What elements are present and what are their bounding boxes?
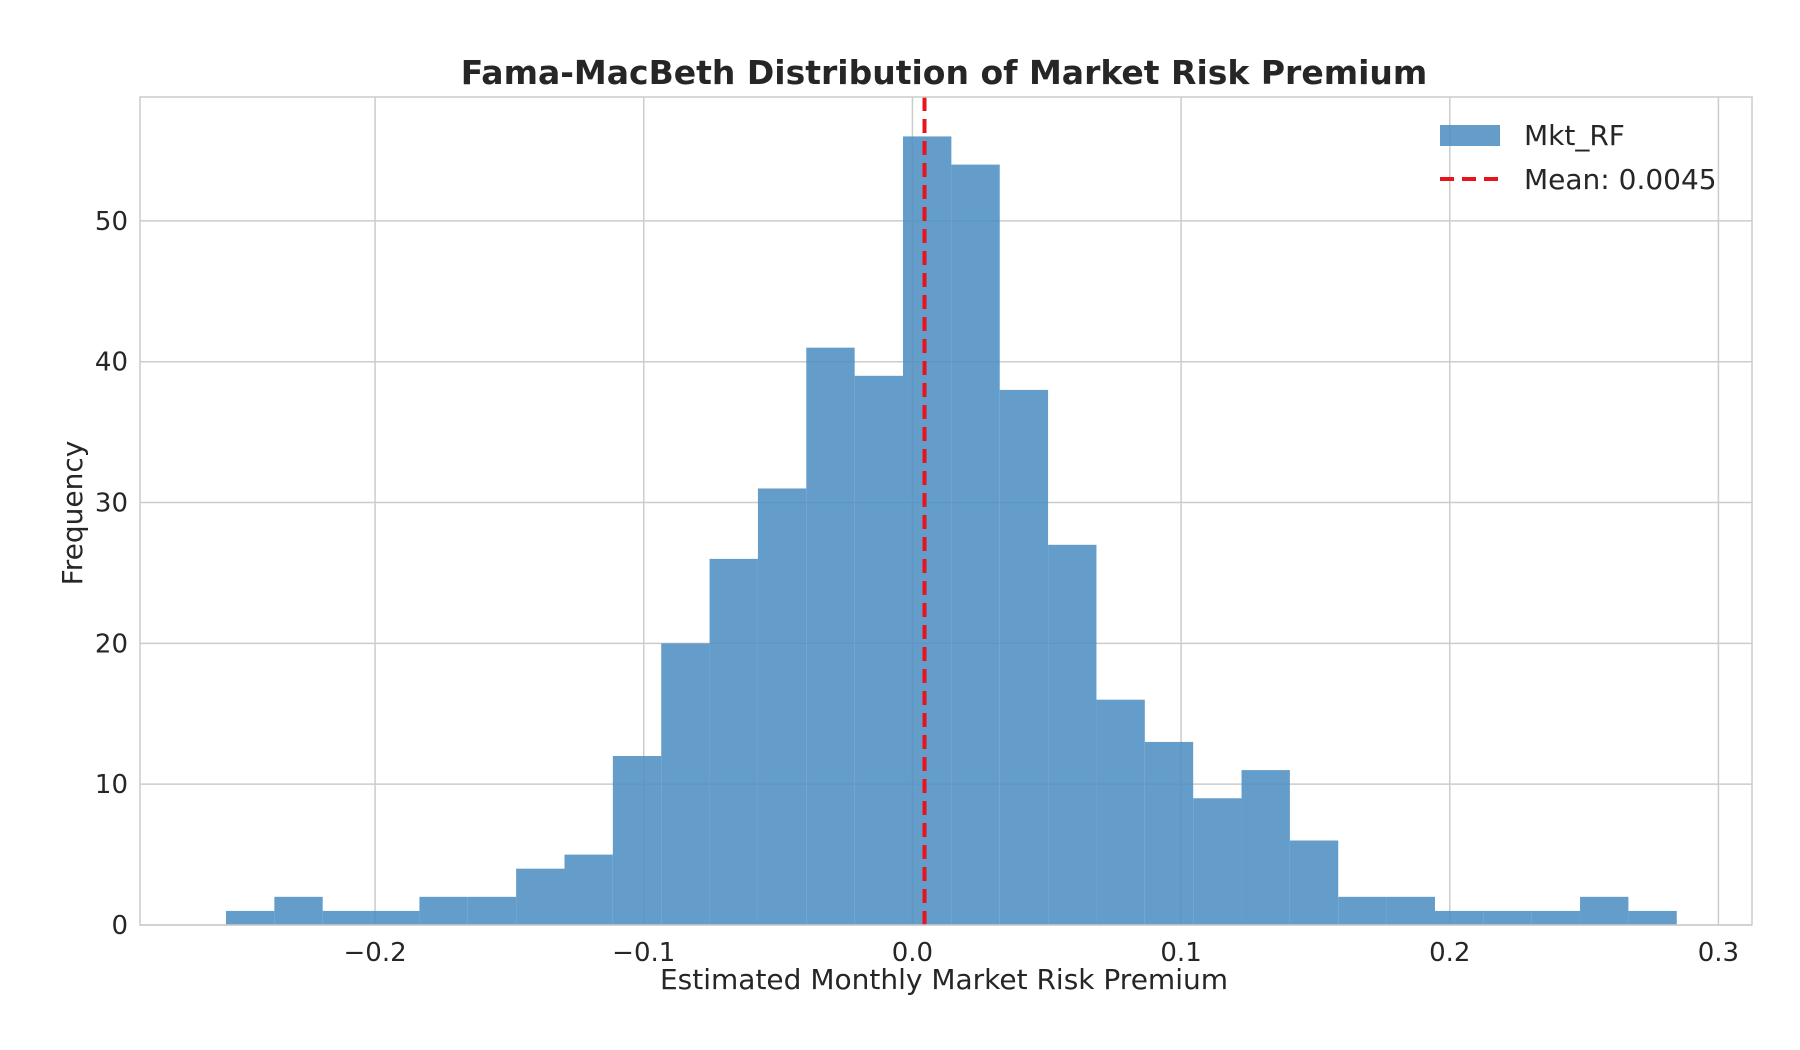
y-tick-label: 30 [95,489,128,519]
histogram-bar [1483,910,1532,925]
histogram-bar [1289,840,1339,925]
histogram-bar [467,896,517,925]
histogram-bar [757,488,807,925]
y-tick-label: 20 [95,629,128,659]
x-tick-label: 0.2 [1429,938,1470,968]
x-axis-label: Estimated Monthly Market Risk Premium [660,963,1228,996]
histogram-bar [1096,699,1145,925]
y-tick-label: 50 [95,207,128,237]
x-tick-label: −0.2 [344,938,407,968]
x-tick-label: −0.1 [612,938,675,968]
chart-title: Fama-MacBeth Distribution of Market Risk… [461,53,1428,92]
histogram-bar [274,896,323,925]
y-tick-label: 40 [95,348,128,378]
legend-swatch-mkt-rf [1440,125,1500,146]
x-tick-label: 0.1 [1160,938,1201,968]
histogram-bar [854,375,904,926]
plot-frame [139,96,1753,926]
histogram-bar [371,910,420,925]
histogram-bar [516,868,565,925]
histogram-bar [612,756,662,925]
y-axis-ticks: 0 10 20 30 40 50 [95,207,128,941]
histogram-bar [1193,798,1242,925]
legend-label-mean: Mean: 0.0045 [1524,163,1717,196]
histogram-bar [661,643,710,925]
y-axis-label: Frequency [56,441,89,586]
x-tick-label: 0.3 [1698,938,1739,968]
histogram-bar [564,854,613,925]
histogram-bar [1434,910,1484,925]
histogram-bar [1241,770,1290,925]
x-tick-label: 0.0 [892,938,933,968]
histogram-bar [1338,896,1387,925]
histogram-bar [1386,896,1435,925]
histogram-bar [1048,544,1097,925]
legend-label-mkt-rf: Mkt_RF [1524,119,1625,152]
histogram-bar [1628,910,1677,925]
histogram-bar [709,558,758,925]
histogram-bar [1144,741,1194,925]
histogram-bars [225,136,1677,926]
histogram-bar [322,910,372,925]
histogram-bar [999,389,1049,925]
histogram-bar [1580,896,1629,925]
y-tick-label: 0 [111,911,128,941]
legend: Mkt_RF Mean: 0.0045 [1440,119,1717,196]
histogram-bar [1531,910,1581,925]
histogram-bar [806,347,855,925]
x-axis-ticks: −0.2 −0.1 0.0 0.1 0.2 0.3 [344,938,1740,968]
histogram-bar [419,896,468,925]
histogram-bar [951,164,1000,925]
y-tick-label: 10 [95,770,128,800]
histogram-bar [903,136,952,925]
histogram-bar [225,910,275,925]
